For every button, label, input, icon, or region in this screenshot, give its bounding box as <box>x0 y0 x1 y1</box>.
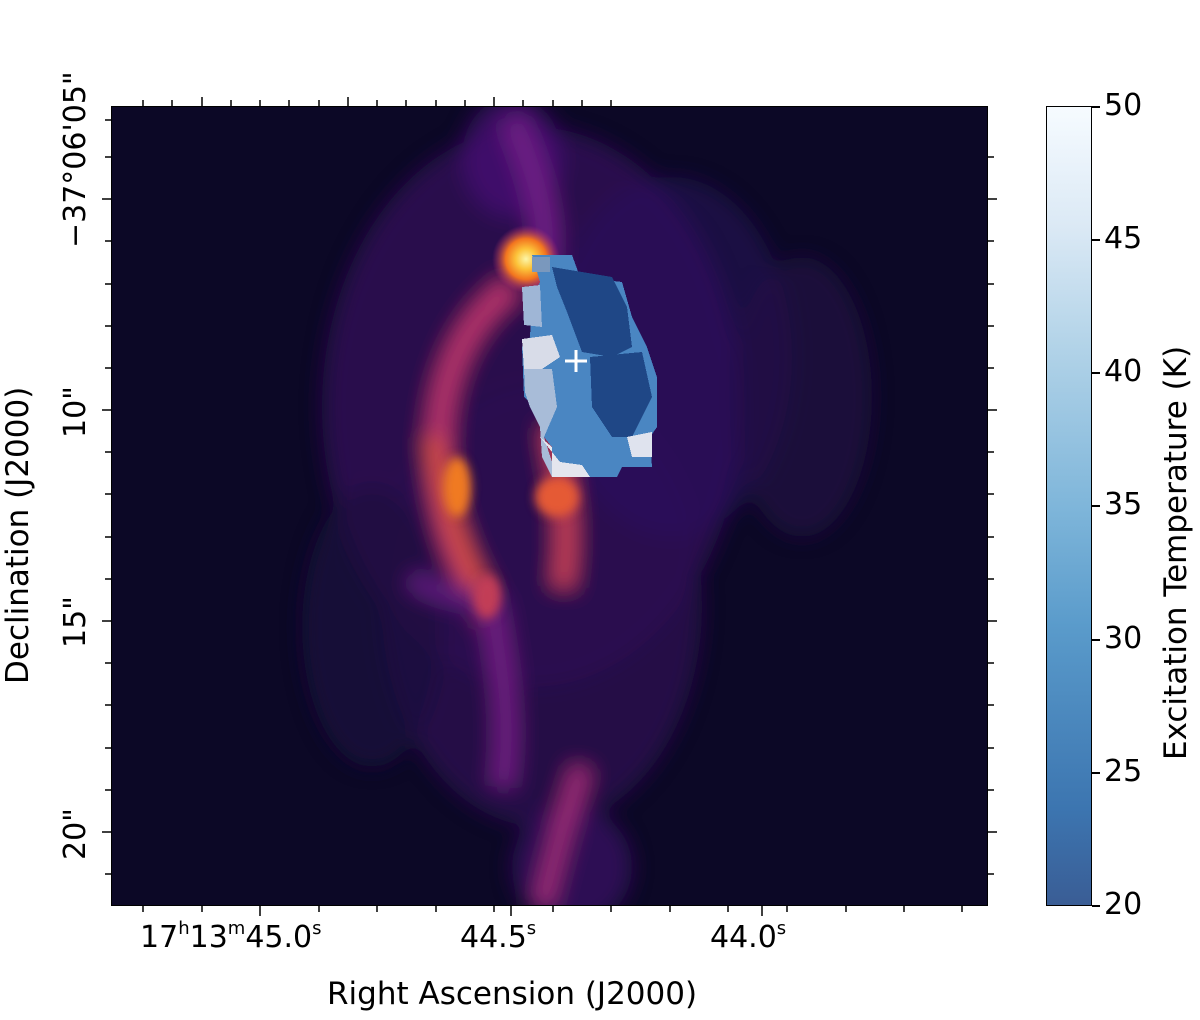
y-axis-label: Declination (J2000) <box>0 386 36 684</box>
colorbar-title: Excitation Temperature (K) <box>1158 345 1194 760</box>
position-marker <box>565 350 587 372</box>
colorbar <box>1046 106 1092 906</box>
colorbar-label-35: 35 <box>1104 487 1143 522</box>
colorbar-label-20: 20 <box>1104 887 1143 922</box>
colorbar-tick <box>1092 772 1100 774</box>
colorbar-label-45: 45 <box>1104 221 1143 256</box>
colorbar-tick <box>1092 239 1100 241</box>
map-image <box>111 106 988 906</box>
x-axis-label: Right Ascension (J2000) <box>327 976 698 1012</box>
colorbar-label-30: 30 <box>1104 621 1143 656</box>
colorbar-tick <box>1092 505 1100 507</box>
colorbar-tick <box>1092 372 1100 374</box>
colorbar-tick <box>1092 905 1100 907</box>
colorbar-tick <box>1092 106 1100 108</box>
emission-map <box>302 107 872 905</box>
colorbar-label-25: 25 <box>1104 754 1143 789</box>
y-tick-label-0: −37°06'05" <box>58 71 93 248</box>
excitation-temperature-overlay <box>522 255 657 477</box>
x-tick-label-1: 44.5s <box>460 918 537 955</box>
colorbar-label-40: 40 <box>1104 354 1143 389</box>
y-tick-label-2: 15" <box>58 596 93 648</box>
colorbar-tick <box>1092 639 1100 641</box>
x-tick-label-0: 17h13m45.0s <box>140 918 322 955</box>
y-tick-label-3: 20" <box>58 808 93 860</box>
y-tick-label-1: 10" <box>58 386 93 438</box>
colorbar-label-50: 50 <box>1104 88 1143 123</box>
x-tick-label-2: 44.0s <box>710 918 787 955</box>
